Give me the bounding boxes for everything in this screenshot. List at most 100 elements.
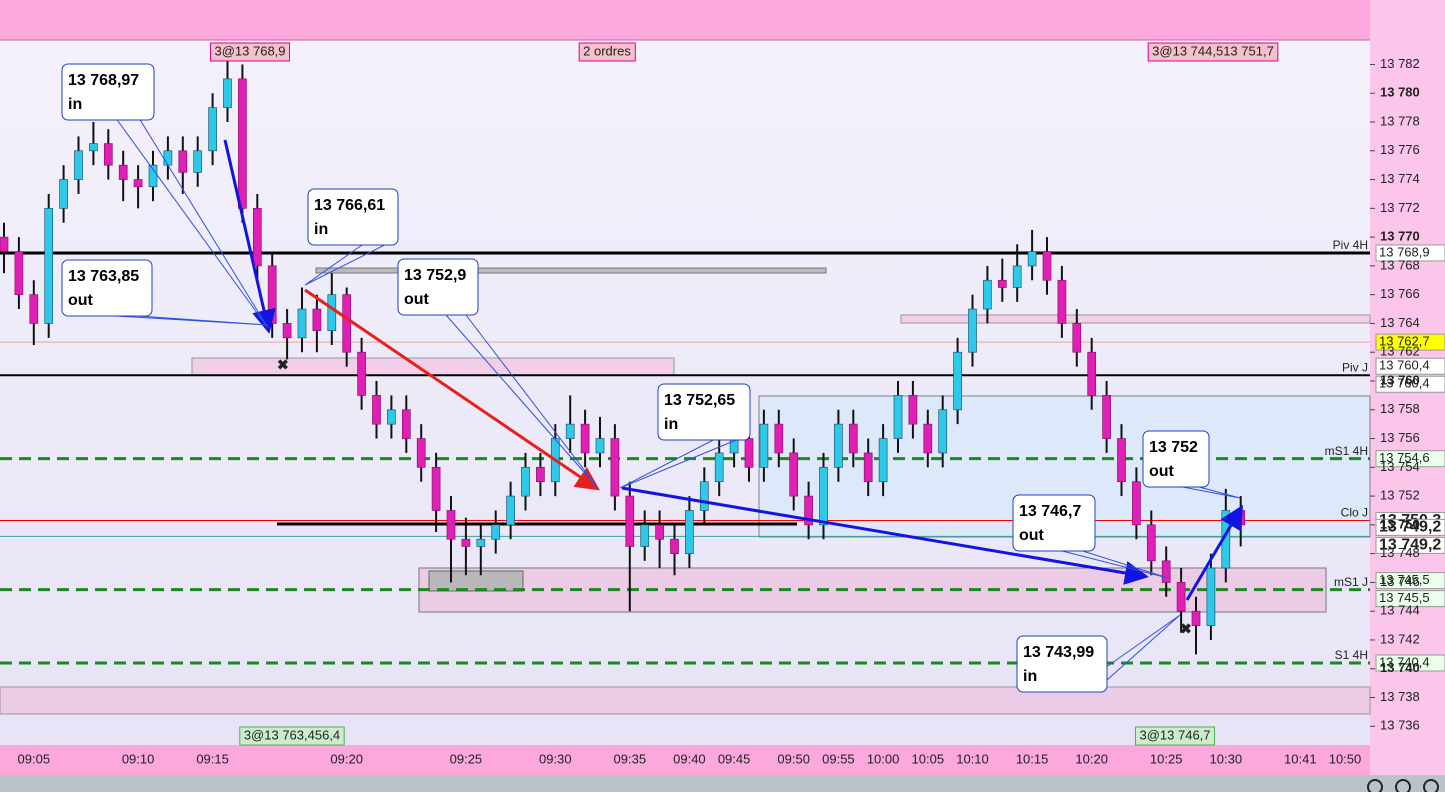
candle-body <box>923 423 933 454</box>
callout-box <box>657 383 751 441</box>
x-tick-label: 09:35 <box>614 751 647 766</box>
price-tag: 13 754,6 <box>1379 450 1430 465</box>
x-tick-label: 10:30 <box>1210 751 1243 766</box>
x-tick-label: 09:20 <box>330 751 363 766</box>
callout-pointer <box>1182 486 1241 499</box>
price-tag-bg <box>1375 357 1445 375</box>
candle-body <box>103 143 113 166</box>
candle-body <box>357 351 366 396</box>
callout-pointer <box>1062 550 1169 579</box>
price-tag: 13 745,5 <box>1379 572 1430 587</box>
callout-price: 13 743,99 <box>1023 644 1094 661</box>
candle-body <box>163 150 173 166</box>
price-tag-bg <box>1375 244 1445 262</box>
candle-body <box>580 423 590 454</box>
callout-side: in <box>314 221 328 238</box>
callout-price: 13 766,61 <box>314 197 385 214</box>
x-axis-bg <box>0 745 1370 775</box>
y-tick-label: 13 758 <box>1380 401 1420 416</box>
price-tag-bg <box>1375 333 1445 351</box>
candle-body <box>834 423 843 468</box>
candle-body <box>685 510 694 554</box>
candle-body <box>789 452 799 497</box>
x-tick-label: 09:55 <box>822 751 855 766</box>
y-tick-label: 13 772 <box>1380 200 1420 215</box>
level-name: S1 4H <box>1335 648 1368 662</box>
x-tick-label: 09:40 <box>673 751 706 766</box>
candle-body <box>1132 481 1141 526</box>
candle-body <box>699 481 709 511</box>
callout-box <box>397 258 479 316</box>
price-tag-bg <box>1375 536 1445 554</box>
x-tick-label: 09:10 <box>122 751 155 766</box>
candle-body <box>148 164 158 188</box>
y-tick-label: 13 776 <box>1380 142 1420 157</box>
y-tick-label: 13 742 <box>1380 631 1420 646</box>
candle-body <box>312 308 322 331</box>
price-tag-bg <box>1375 375 1445 393</box>
callout-side: out <box>68 292 94 309</box>
callout-pointer <box>116 119 269 329</box>
callout-box <box>1142 430 1210 488</box>
candle-body <box>670 538 679 554</box>
price-tag: 13 762,7 <box>1379 334 1430 349</box>
candle-body <box>74 150 83 180</box>
candle-body <box>893 395 903 439</box>
x-tick-label: 10:00 <box>867 751 900 766</box>
callout-box <box>61 259 153 317</box>
candle-body <box>342 294 352 353</box>
candle-body <box>327 294 337 331</box>
y-tick-label: 13 762 <box>1380 344 1420 359</box>
callout-price: 13 752,9 <box>404 267 466 284</box>
candle-body <box>655 524 664 540</box>
price-tag: 13 745,5 <box>1379 590 1430 605</box>
callout-side: in <box>664 416 678 433</box>
candle-body <box>1027 251 1037 267</box>
candle-body <box>506 495 515 526</box>
x-tick-label: 10:10 <box>956 751 989 766</box>
callout-price: 13 752,65 <box>664 392 735 409</box>
candle-body <box>401 409 411 439</box>
candle-body <box>1042 251 1052 281</box>
candle-body <box>416 438 426 468</box>
x-tick-label: 09:15 <box>196 751 229 766</box>
candle-body <box>878 438 888 483</box>
x-tick-label: 10:20 <box>1075 751 1108 766</box>
candle-body <box>1012 265 1022 288</box>
candle-body <box>1161 560 1171 583</box>
candle-body <box>193 150 203 173</box>
candle-body <box>238 78 247 209</box>
candle-body <box>267 265 277 324</box>
callout-box <box>1016 635 1108 693</box>
candle-body <box>908 395 918 425</box>
price-tag: 13 768,9 <box>1379 244 1430 259</box>
y-tick-label: 13 740 <box>1380 660 1420 675</box>
candle-body <box>521 466 530 497</box>
candle-body <box>565 423 575 439</box>
fill-label: 3@13 746,7 <box>1139 727 1210 742</box>
callout-box <box>61 63 155 121</box>
candle-body <box>59 179 68 209</box>
candle-body <box>804 495 813 526</box>
candle-body <box>133 179 143 188</box>
callout-side: out <box>1019 527 1045 544</box>
callout-side: in <box>1023 668 1037 685</box>
x-tick-label: 10:05 <box>912 751 945 766</box>
level-name: mS1 J <box>1334 575 1368 589</box>
candle-body <box>953 351 962 411</box>
y-tick-label: 13 748 <box>1380 545 1420 560</box>
y-tick-label: 13 768 <box>1380 257 1420 272</box>
candle-body <box>997 279 1007 288</box>
candle-body <box>223 78 232 108</box>
candle-body <box>252 207 262 267</box>
y-tick-label: 13 782 <box>1380 56 1420 71</box>
price-tag-bg <box>1375 518 1445 536</box>
candle-body <box>819 466 828 526</box>
candle-body <box>848 423 858 454</box>
x-tick-label: 10:15 <box>1016 751 1049 766</box>
order-label-bg <box>578 42 636 62</box>
y-tick-label: 13 756 <box>1380 430 1420 445</box>
y-tick-label: 13 736 <box>1380 718 1420 733</box>
candle-body <box>1206 567 1216 626</box>
